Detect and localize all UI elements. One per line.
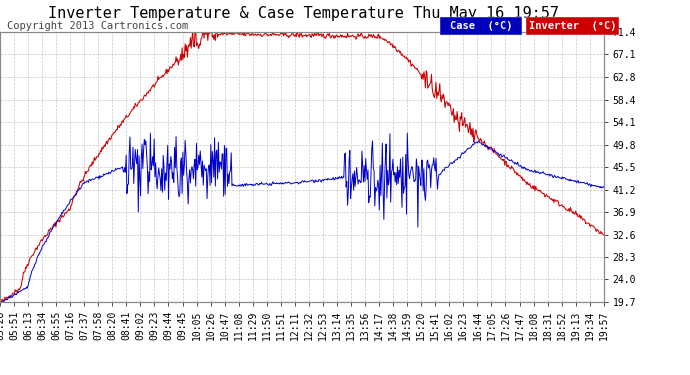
Text: Case  (°C): Case (°C) [450,21,512,31]
Text: Inverter  (°C): Inverter (°C) [529,21,616,31]
Text: Inverter Temperature & Case Temperature Thu May 16 19:57: Inverter Temperature & Case Temperature … [48,6,559,21]
Text: Copyright 2013 Cartronics.com: Copyright 2013 Cartronics.com [7,21,188,31]
